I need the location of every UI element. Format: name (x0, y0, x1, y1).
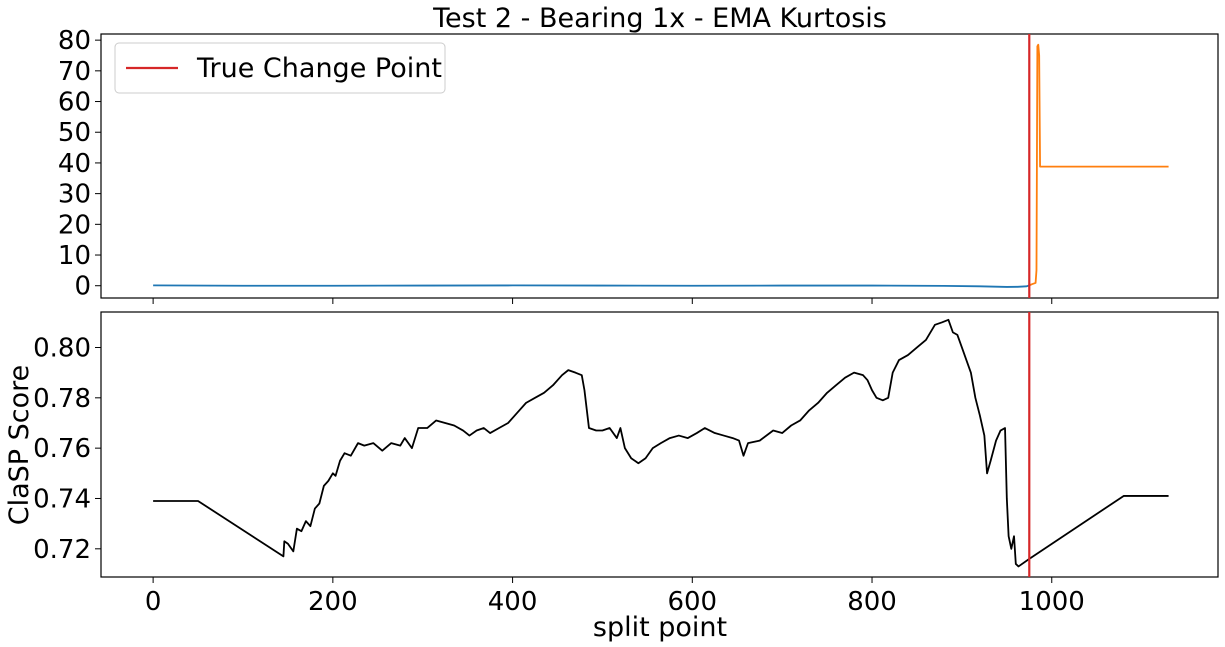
y-tick-label: 80 (58, 26, 91, 56)
y-tick-label: 50 (58, 118, 91, 148)
bottom-plot-frame (100, 311, 1219, 578)
series-line (153, 318, 1169, 568)
y-tick-label: 0.72 (33, 535, 91, 565)
y-tick-label: 10 (58, 241, 91, 271)
y-tick-label: 60 (58, 88, 91, 118)
x-axis-label: split point (593, 612, 727, 643)
x-tick-label: 1000 (1019, 587, 1085, 617)
bottom-x-axis: 0 200 400 600 800 1000 (145, 577, 1085, 617)
y-tick-label: 0.74 (33, 484, 91, 514)
y-tick-label: 0.80 (33, 333, 91, 363)
series-line (153, 284, 1030, 288)
top-series-group (153, 43, 1169, 288)
x-tick-label: 0 (145, 587, 162, 617)
top-plot-frame (100, 33, 1219, 299)
y-tick-label: 30 (58, 180, 91, 210)
legend-entry: True Change Point (196, 53, 442, 84)
y-tick-label: 0.76 (33, 434, 91, 464)
y-tick-label: 0 (74, 272, 91, 302)
legend: True Change Point (114, 42, 446, 94)
x-tick-label: 400 (488, 587, 538, 617)
x-tick-label: 200 (308, 587, 358, 617)
bottom-y-axis: 0.72 0.74 0.76 0.78 0.80 (33, 333, 101, 565)
top-x-axis (152, 298, 1053, 304)
y-tick-label: 20 (58, 210, 91, 240)
kurtosis-chart: Test 2 - Bearing 1x - EMA Kurtosis 01020… (58, 3, 1219, 304)
y-tick-label: 70 (58, 57, 91, 87)
chart-title: Test 2 - Bearing 1x - EMA Kurtosis (432, 3, 887, 34)
legend-box (114, 42, 446, 94)
y-tick-label: 40 (58, 149, 91, 179)
clasp-score-chart: 0.72 0.74 0.76 0.78 0.80 0 200 400 600 800 1000 s… (4, 311, 1219, 643)
y-axis-label: ClaSP Score (4, 365, 35, 526)
bottom-series-group (153, 318, 1169, 568)
x-tick-label: 600 (667, 587, 717, 617)
series-line (1028, 43, 1169, 287)
y-tick-label: 0.78 (33, 384, 91, 414)
x-tick-label: 800 (847, 587, 897, 617)
